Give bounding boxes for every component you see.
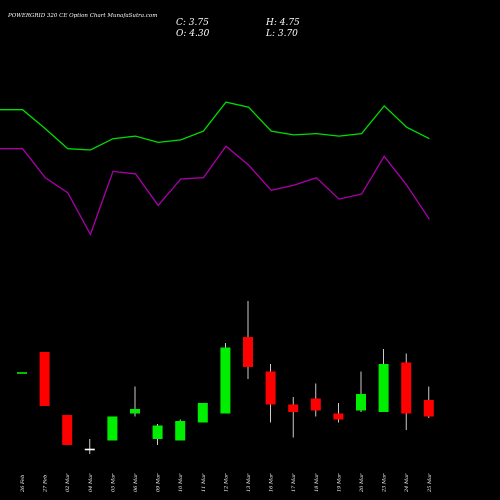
candle-body: [356, 394, 366, 411]
lower-indicator-line: [0, 145, 430, 236]
candle: [356, 371, 366, 412]
candle-body: [288, 404, 299, 412]
candle-body: [310, 398, 321, 411]
chart-title: POWERGRID 320 CE Option Chart MunafaSutr…: [7, 13, 157, 19]
candle: [378, 349, 389, 412]
x-axis-ticks: 26 Feb 27 Feb 02 Mar 04 Mar 05 Mar 06 Mar 09 M…: [20, 473, 433, 493]
upper-indicator-line: [0, 101, 430, 151]
candles: [17, 301, 434, 454]
x-tick-label: 12 Mar: [223, 473, 229, 492]
x-tick-label: 19 Mar: [336, 473, 342, 492]
candle: [84, 439, 95, 454]
candle: [265, 364, 276, 423]
candle: [220, 343, 231, 414]
x-tick-label: 10 Mar: [178, 473, 184, 492]
candle: [17, 372, 27, 374]
x-tick-label: 05 Mar: [110, 473, 116, 492]
candle-body: [378, 364, 389, 412]
candle-body: [130, 409, 140, 414]
candle-body: [220, 347, 231, 414]
candle-body: [62, 415, 73, 445]
x-tick-label: 18 Mar: [314, 473, 320, 492]
candle: [310, 383, 321, 417]
candle: [197, 403, 208, 423]
candle-body: [423, 400, 434, 417]
candle-body: [84, 448, 95, 451]
candle-body: [152, 425, 163, 439]
x-tick-label: 27 Feb: [43, 475, 49, 493]
candle: [333, 403, 344, 423]
candle: [107, 416, 118, 441]
candle: [130, 386, 140, 417]
candle-body: [197, 403, 208, 423]
candle: [39, 352, 50, 406]
candle-body: [265, 371, 276, 405]
x-tick-label: 02 Mar: [65, 473, 71, 492]
candle: [175, 419, 186, 441]
x-tick-label: 13 Mar: [246, 473, 252, 492]
x-tick-label: 17 Mar: [291, 473, 297, 492]
candle: [152, 424, 163, 445]
candle-body: [175, 421, 186, 441]
x-tick-label: 26 Feb: [20, 475, 26, 493]
x-tick-label: 11 Mar: [201, 473, 207, 492]
close-value: C: 3.75: [176, 18, 209, 28]
candle-body: [39, 352, 50, 406]
x-tick-label: 25 Mar: [427, 473, 433, 493]
x-tick-label: 24 Mar: [404, 473, 410, 493]
candle: [62, 415, 73, 445]
candle-body: [17, 372, 27, 374]
x-tick-label: 23 Mar: [382, 473, 388, 493]
x-tick-label: 09 Mar: [156, 473, 162, 492]
candle-body: [401, 362, 412, 414]
candle-body: [243, 337, 253, 367]
indicator-lines: [0, 101, 430, 236]
candle: [288, 397, 299, 438]
x-tick-label: 16 Mar: [269, 473, 275, 492]
x-tick-label: 20 Mar: [359, 473, 365, 493]
candle: [423, 386, 434, 418]
x-tick-label: 04 Mar: [88, 473, 94, 492]
open-value: O: 4.30: [176, 29, 210, 39]
high-value: H: 4.75: [265, 18, 300, 28]
low-value: L: 3.70: [265, 29, 298, 39]
candle-body: [333, 413, 344, 420]
x-tick-label: 06 Mar: [133, 473, 139, 492]
candle-body: [107, 416, 118, 441]
candle: [401, 353, 412, 430]
candle: [243, 301, 253, 379]
